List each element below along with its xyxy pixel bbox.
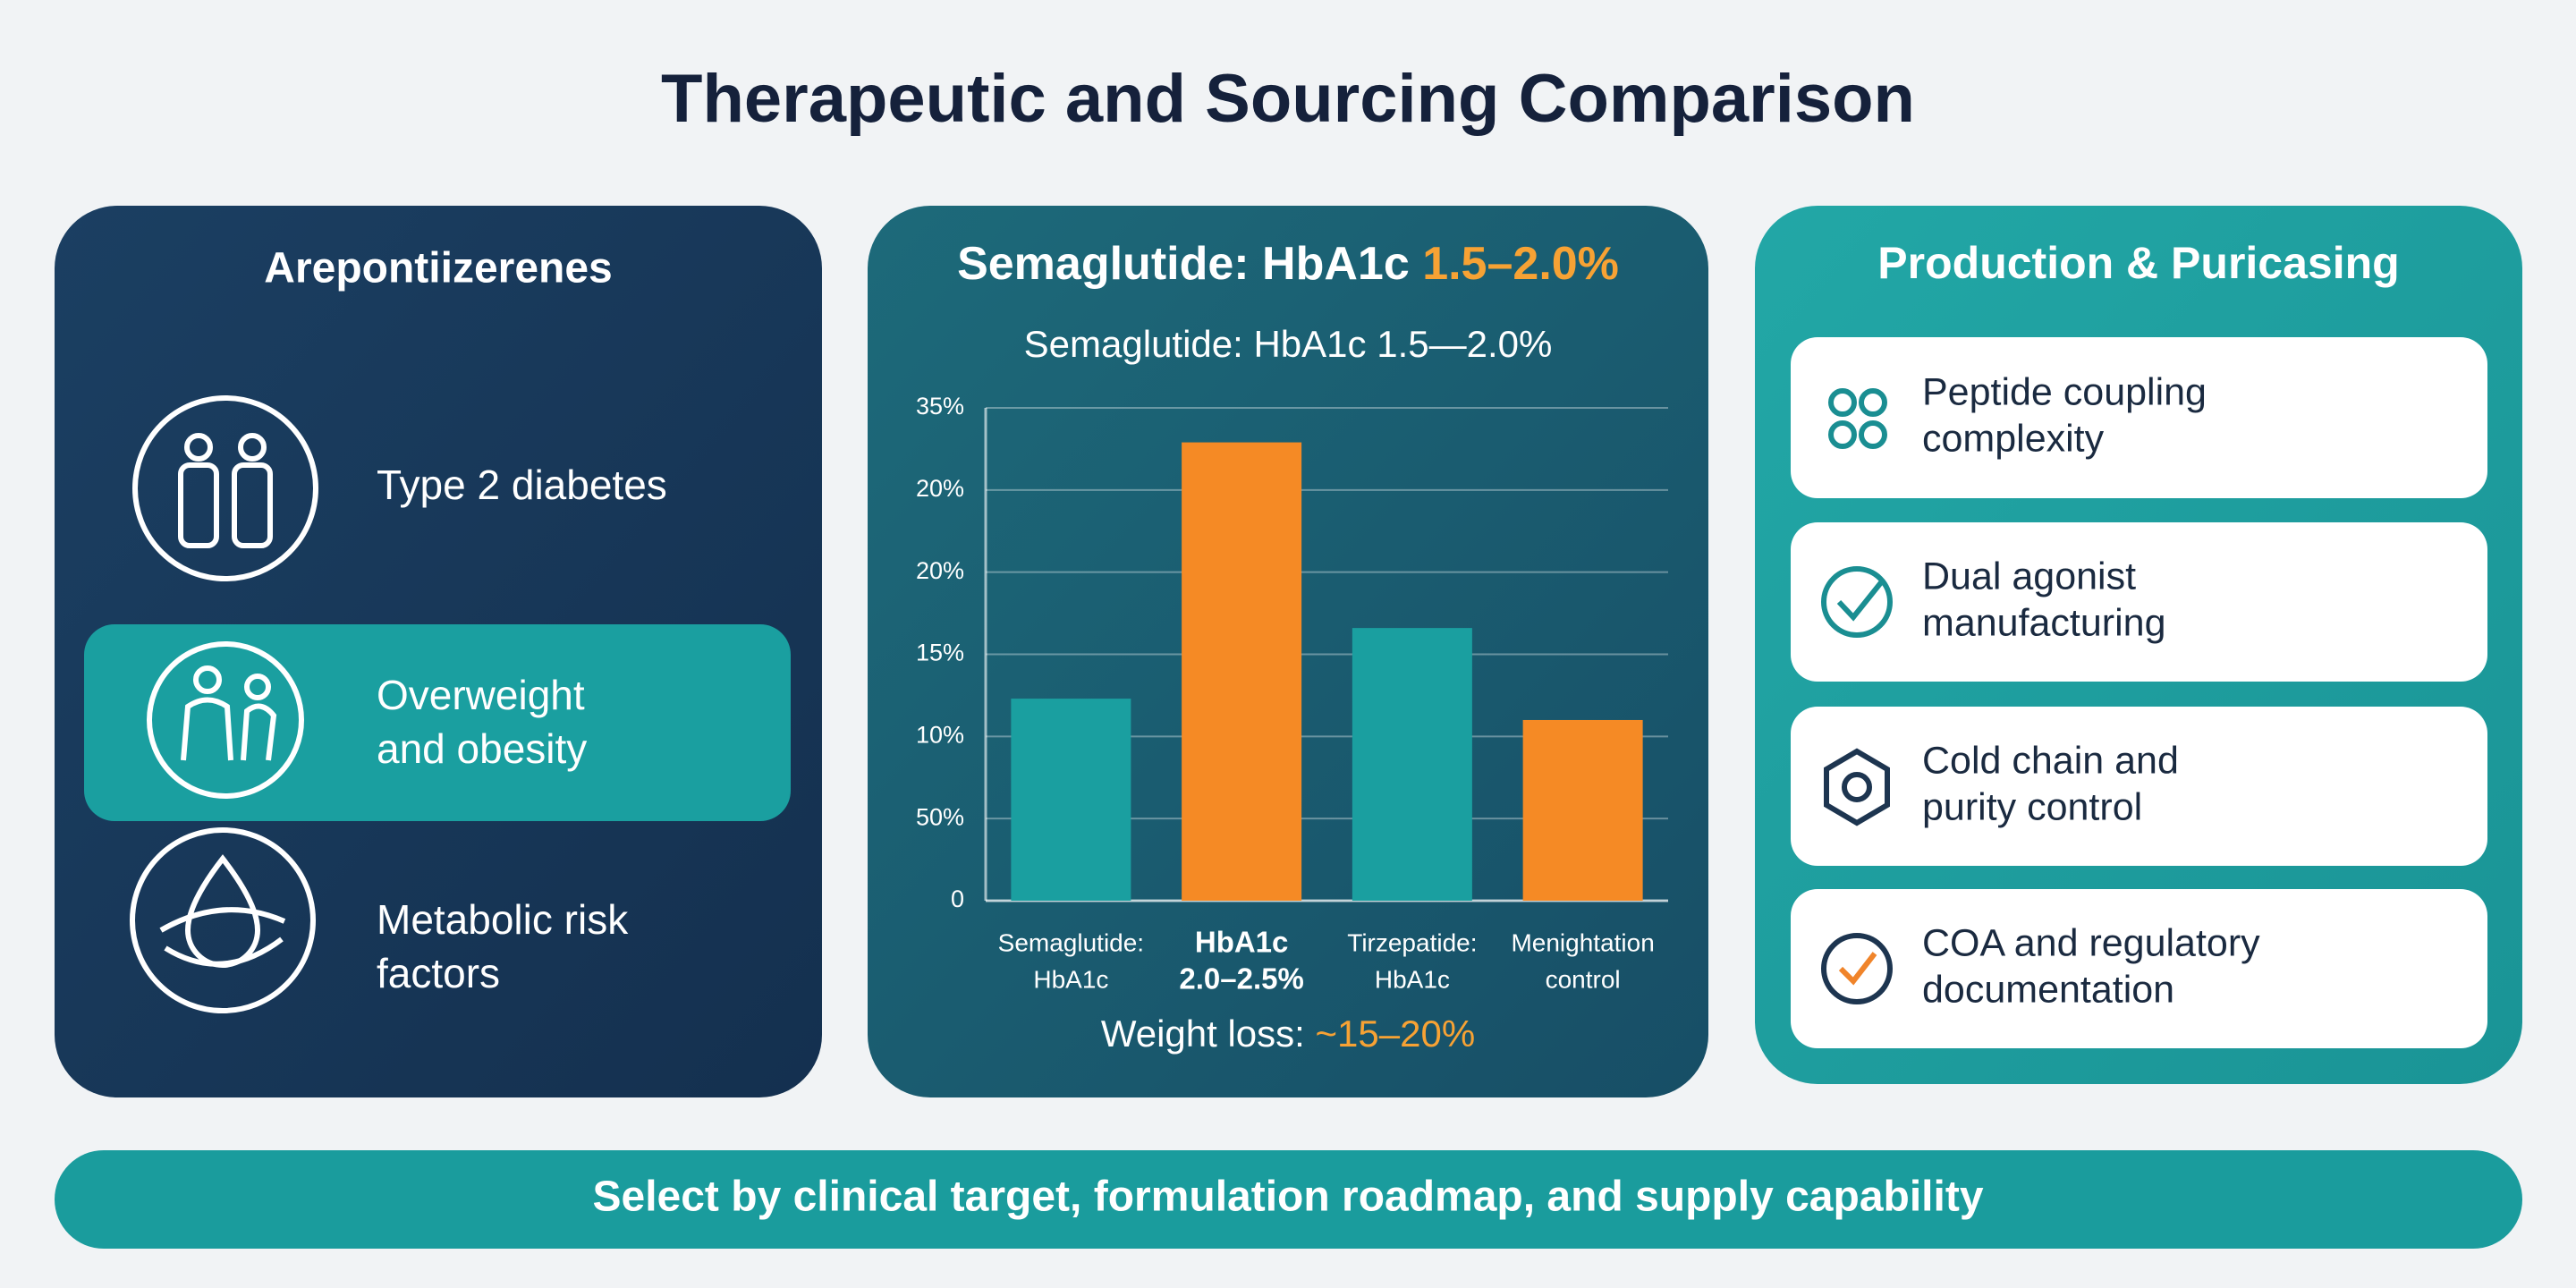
icon-check xyxy=(1836,580,1885,622)
right-cards xyxy=(1791,337,2487,1048)
chart-subtitle: Semaglutide: HbA1c 1.5—2.0% xyxy=(1024,323,1553,365)
card xyxy=(1791,889,2487,1048)
card xyxy=(1791,522,2487,682)
bar xyxy=(1182,442,1302,901)
page-title: Therapeutic and Sourcing Comparison xyxy=(661,61,1915,137)
x-tick-label: HbA1c xyxy=(1033,965,1108,993)
icon-person xyxy=(193,665,222,694)
icon-person xyxy=(232,462,273,548)
item-text: manufacturing xyxy=(1922,601,2166,644)
item-text: Overweight xyxy=(377,672,585,718)
icon-check-circle xyxy=(1821,566,1893,638)
item-text: Cold chain and xyxy=(1922,739,2179,782)
annotation-main: Weight loss: xyxy=(1101,1013,1305,1055)
x-tick-label: HbA1c xyxy=(1375,965,1450,993)
icon-check-circle xyxy=(1821,933,1893,1004)
icon-node xyxy=(1828,388,1857,417)
chart-title-main: Semaglutide: HbA1c xyxy=(957,238,1410,290)
x-tick-label: Semaglutide: xyxy=(998,928,1144,956)
y-tick-label: 20% xyxy=(916,475,964,502)
card xyxy=(1791,707,2487,866)
icon-node xyxy=(1859,388,1887,417)
icon-circle xyxy=(147,641,304,799)
icon-person xyxy=(178,462,219,548)
y-tick-label: 35% xyxy=(916,393,964,419)
item-text: Peptide coupling xyxy=(1922,370,2207,413)
x-tick-label: HbA1c xyxy=(1195,926,1289,959)
item-text: and obesity xyxy=(377,725,587,772)
left-panel-title: Arepontiizerenes xyxy=(264,245,612,292)
footer-text: Select by clinical target, formulation r… xyxy=(592,1174,1983,1221)
icon-hex xyxy=(1824,748,1890,826)
icon-person xyxy=(244,674,271,700)
icon-people xyxy=(181,697,277,761)
icon-person xyxy=(184,433,213,462)
right-panel-title: Production & Puricasing xyxy=(1877,238,2399,288)
bar xyxy=(1352,628,1472,901)
icon-node xyxy=(1859,420,1887,449)
x-tick-label: control xyxy=(1546,965,1621,993)
icon-circle xyxy=(132,395,318,581)
chart-title-highlight: 1.5–2.0% xyxy=(1422,238,1619,290)
x-tick-label: Menightation xyxy=(1511,928,1654,956)
card-icons xyxy=(1821,388,1893,1004)
icon-person xyxy=(238,433,267,462)
footer-bar xyxy=(55,1150,2522,1249)
icon-orbit xyxy=(159,907,286,967)
x-tick-label: 2.0–2.5% xyxy=(1179,962,1303,996)
icon-hex-core xyxy=(1842,772,1872,802)
item-text: purity control xyxy=(1922,785,2142,828)
chart-title: Semaglutide: HbA1c 1.5–2.0% xyxy=(957,238,1619,290)
y-tick-label: 15% xyxy=(916,640,964,666)
icon-node xyxy=(1828,420,1857,449)
chart-annotation: Weight loss: ~15–20% xyxy=(1101,1013,1475,1055)
item-text: Dual agonist xyxy=(1922,555,2136,597)
left-icons xyxy=(130,395,318,1013)
x-tick-label: Tirzepatide: xyxy=(1347,928,1477,956)
card xyxy=(1791,337,2487,498)
item-text: factors xyxy=(377,950,500,996)
highlight-row xyxy=(84,624,791,821)
bar xyxy=(1522,719,1643,901)
y-tick-label: 20% xyxy=(916,557,964,584)
y-tick-label: 10% xyxy=(916,721,964,748)
icon-check xyxy=(1838,952,1877,986)
y-tick-label: 0 xyxy=(951,886,964,912)
item-text: Type 2 diabetes xyxy=(377,462,667,508)
y-tick-label: 50% xyxy=(916,803,964,830)
item-text: Metabolic risk xyxy=(377,896,629,943)
item-text: COA and regulatory xyxy=(1922,921,2260,964)
annotation-highlight: ~15–20% xyxy=(1316,1013,1476,1055)
item-text: documentation xyxy=(1922,968,2174,1011)
bar xyxy=(1011,699,1131,901)
icon-circle xyxy=(130,827,316,1013)
item-text: complexity xyxy=(1922,417,2105,460)
